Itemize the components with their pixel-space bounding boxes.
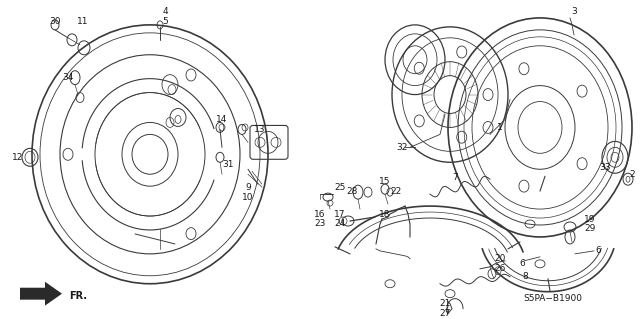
Text: 2: 2 bbox=[629, 170, 635, 179]
Text: 10: 10 bbox=[243, 193, 253, 202]
Text: 20: 20 bbox=[494, 254, 506, 263]
Text: 25: 25 bbox=[334, 183, 346, 192]
Text: 31: 31 bbox=[222, 160, 234, 169]
Polygon shape bbox=[20, 282, 62, 306]
Text: 15: 15 bbox=[380, 177, 391, 186]
Text: 7: 7 bbox=[452, 173, 458, 182]
Text: 30: 30 bbox=[49, 18, 61, 26]
Text: 1: 1 bbox=[497, 123, 503, 132]
Text: 23: 23 bbox=[314, 219, 326, 228]
Text: 18: 18 bbox=[380, 210, 391, 219]
Text: 6: 6 bbox=[595, 246, 601, 256]
Text: 21: 21 bbox=[439, 299, 451, 308]
Text: 27: 27 bbox=[439, 309, 451, 318]
Text: 3: 3 bbox=[571, 7, 577, 17]
Text: 34: 34 bbox=[62, 73, 74, 82]
Text: 12: 12 bbox=[12, 153, 24, 162]
Text: 28: 28 bbox=[346, 187, 358, 196]
Text: FR.: FR. bbox=[69, 291, 87, 301]
Text: 11: 11 bbox=[77, 18, 89, 26]
Text: 29: 29 bbox=[584, 225, 596, 234]
Text: 5: 5 bbox=[162, 18, 168, 26]
Text: 6: 6 bbox=[519, 259, 525, 268]
Text: 19: 19 bbox=[584, 214, 596, 224]
Text: 24: 24 bbox=[334, 219, 346, 228]
Text: 22: 22 bbox=[390, 187, 402, 196]
Text: 16: 16 bbox=[314, 210, 326, 219]
Text: 4: 4 bbox=[162, 7, 168, 17]
Text: 13: 13 bbox=[254, 125, 266, 134]
Text: 32: 32 bbox=[396, 143, 408, 152]
Text: S5PA−B1900: S5PA−B1900 bbox=[524, 294, 582, 303]
Text: 8: 8 bbox=[522, 272, 528, 281]
Text: 17: 17 bbox=[334, 210, 346, 219]
Text: 26: 26 bbox=[494, 264, 506, 273]
Text: 9: 9 bbox=[245, 183, 251, 192]
Text: 33: 33 bbox=[599, 163, 611, 172]
Text: 14: 14 bbox=[216, 115, 228, 124]
